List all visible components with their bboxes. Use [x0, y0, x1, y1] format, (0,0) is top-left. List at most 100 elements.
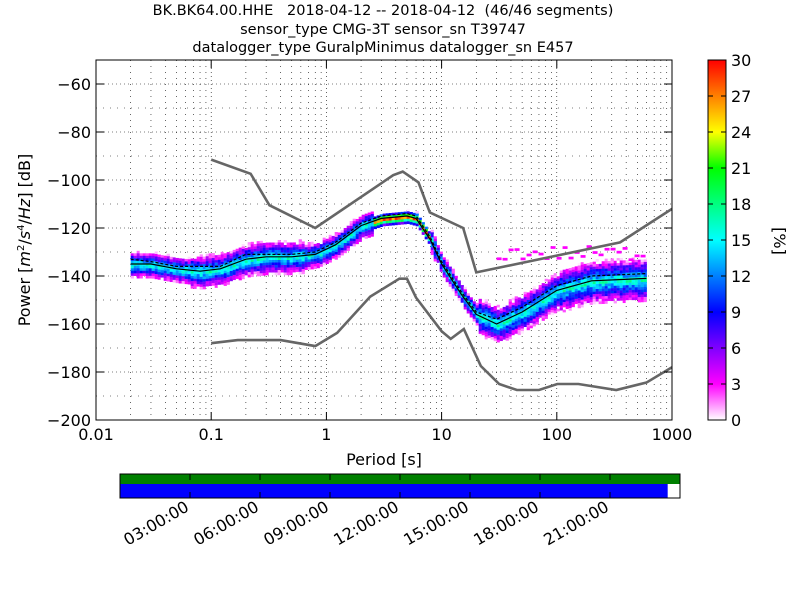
heatmap-cell: [643, 261, 647, 265]
heatmap-cell: [244, 272, 248, 276]
heatmap-cell: [535, 309, 539, 313]
heatmap-cell: [514, 326, 518, 329]
heatmap-cell: [196, 261, 200, 265]
heatmap-cell: [484, 301, 488, 305]
heatmap-cell: [586, 285, 590, 289]
heatmap-cell: [637, 282, 641, 285]
heatmap-cell: [586, 295, 590, 299]
heatmap-cell: [637, 297, 641, 300]
heatmap-cell: [517, 332, 521, 336]
heatmap-cell: [517, 317, 521, 321]
heatmap-cell: [571, 302, 575, 305]
heatmap-cell: [334, 246, 338, 250]
heatmap-cell: [409, 212, 413, 215]
heatmap-cell: [238, 272, 242, 276]
heatmap-cell: [205, 283, 209, 287]
colorbar-label: [%]: [770, 227, 789, 255]
heatmap-cell: [190, 270, 194, 274]
heatmap-cell: [355, 231, 359, 235]
heatmap-cell: [424, 226, 428, 230]
heatmap-cell: [253, 253, 257, 257]
heatmap-cell: [265, 270, 269, 273]
heatmap-cell: [313, 246, 317, 250]
heatmap-cell: [292, 259, 296, 263]
heatmap-cell: [397, 219, 401, 223]
heatmap-cell: [178, 280, 182, 284]
heatmap-cell: [328, 249, 332, 253]
heatmap-cell: [601, 266, 605, 269]
heatmap-cell: [475, 317, 479, 321]
heatmap-cell: [628, 270, 632, 273]
heatmap-cell: [202, 286, 206, 290]
heatmap-cell: [352, 241, 356, 244]
heatmap-cell: [523, 311, 527, 315]
heatmap-cell: [433, 256, 437, 259]
heatmap-cell: [259, 248, 263, 251]
heatmap-cell: [514, 311, 518, 314]
heatmap-cell: [223, 260, 227, 264]
heatmap-cell: [520, 323, 524, 327]
heatmap-cell: [346, 228, 350, 231]
heatmap-cell: [256, 251, 260, 254]
heatmap-cell: [205, 281, 209, 284]
heatmap-cell: [157, 252, 161, 255]
heatmap-cell: [400, 219, 404, 223]
heatmap-cell: [346, 248, 350, 251]
heatmap-cell: [346, 225, 350, 229]
heatmap-cell: [334, 256, 338, 260]
heatmap-cell: [628, 290, 632, 293]
heatmap-cell: [412, 222, 416, 226]
heatmap-cell: [484, 326, 488, 330]
heatmap-cell: [589, 297, 593, 300]
heatmap-cell: [178, 275, 182, 279]
heatmap-cell: [499, 330, 503, 334]
heatmap-cell: [133, 255, 137, 259]
heatmap-cell: [340, 227, 344, 231]
heatmap-cell: [340, 230, 344, 233]
heatmap-cell: [238, 270, 242, 273]
heatmap-cell: [163, 253, 167, 256]
heatmap-cell: [580, 302, 584, 305]
heatmap-cell: [526, 289, 530, 293]
heatmap-cell: [223, 268, 227, 271]
heatmap-cell: [529, 323, 533, 326]
heatmap-cell: [577, 300, 581, 304]
heatmap-cell: [322, 260, 326, 263]
availability-bar: 03:00:0006:00:0009:00:0012:00:0015:00:00…: [119, 473, 681, 549]
heatmap-cell: [487, 308, 491, 311]
heatmap-cell: [481, 332, 485, 336]
heatmap-cell: [481, 302, 485, 306]
heatmap-cell: [370, 233, 374, 237]
heatmap-cell: [568, 283, 572, 286]
heatmap-cell: [613, 268, 617, 271]
heatmap-cell: [643, 299, 647, 303]
heatmap-cell: [322, 247, 326, 251]
heatmap-cell: [595, 301, 599, 305]
heatmap-cell: [607, 268, 611, 272]
heatmap-cell: [298, 244, 302, 247]
heatmap-cell: [634, 267, 638, 271]
heatmap-cell: [262, 262, 266, 266]
heatmap-cell: [493, 330, 497, 334]
heatmap-cell: [505, 323, 509, 326]
heatmap-cell: [370, 223, 374, 227]
heatmap-cell: [157, 267, 161, 270]
heatmap-cell: [235, 258, 239, 262]
heatmap-cell: [640, 257, 644, 260]
heatmap-cell: [625, 275, 629, 278]
heatmap-cell: [172, 277, 176, 281]
heatmap-cell: [169, 256, 173, 260]
heatmap-cell: [355, 218, 359, 222]
heatmap-cell: [217, 272, 221, 276]
heatmap-cell: [565, 276, 569, 280]
heatmap-cell: [442, 257, 446, 261]
heatmap-cell: [499, 313, 503, 317]
heatmap-cell: [574, 296, 578, 300]
heatmap-cell: [487, 330, 491, 334]
heatmap-cell: [586, 268, 590, 271]
heatmap-cell: [598, 273, 602, 277]
heatmap-cell: [541, 300, 545, 304]
heatmap-cell: [397, 212, 401, 215]
heatmap-cell: [163, 270, 167, 274]
heatmap-cell: [568, 295, 572, 299]
